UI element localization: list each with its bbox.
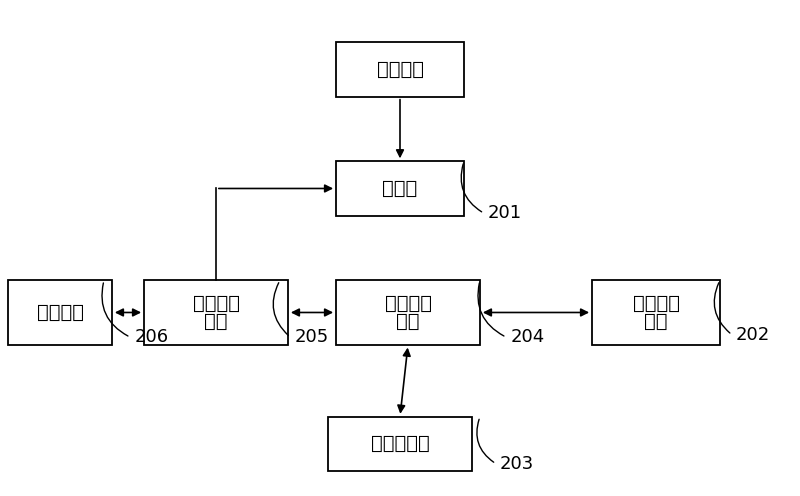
Bar [336, 280, 480, 345]
Text: 203: 203 [500, 455, 534, 473]
Text: 模块: 模块 [644, 312, 668, 331]
Text: 电源模块: 电源模块 [377, 60, 423, 79]
Text: 201: 201 [488, 204, 522, 222]
Bar [8, 280, 112, 345]
Text: 温度传感器: 温度传感器 [370, 434, 430, 453]
Text: 温度比较: 温度比较 [385, 294, 431, 313]
Bar [336, 161, 464, 216]
Text: 205: 205 [294, 328, 329, 346]
Text: 温度控制: 温度控制 [193, 294, 239, 313]
Bar [592, 280, 720, 345]
Text: 204: 204 [510, 328, 545, 346]
Text: 加热器: 加热器 [382, 179, 418, 198]
Bar [144, 280, 288, 345]
Bar [328, 417, 472, 471]
Text: 206: 206 [134, 328, 169, 346]
Text: 模块: 模块 [204, 312, 228, 331]
Text: 温度设定: 温度设定 [633, 294, 679, 313]
Bar [336, 42, 464, 97]
Text: 202: 202 [736, 326, 770, 344]
Text: 报警模块: 报警模块 [37, 303, 83, 322]
Text: 模块: 模块 [396, 312, 420, 331]
